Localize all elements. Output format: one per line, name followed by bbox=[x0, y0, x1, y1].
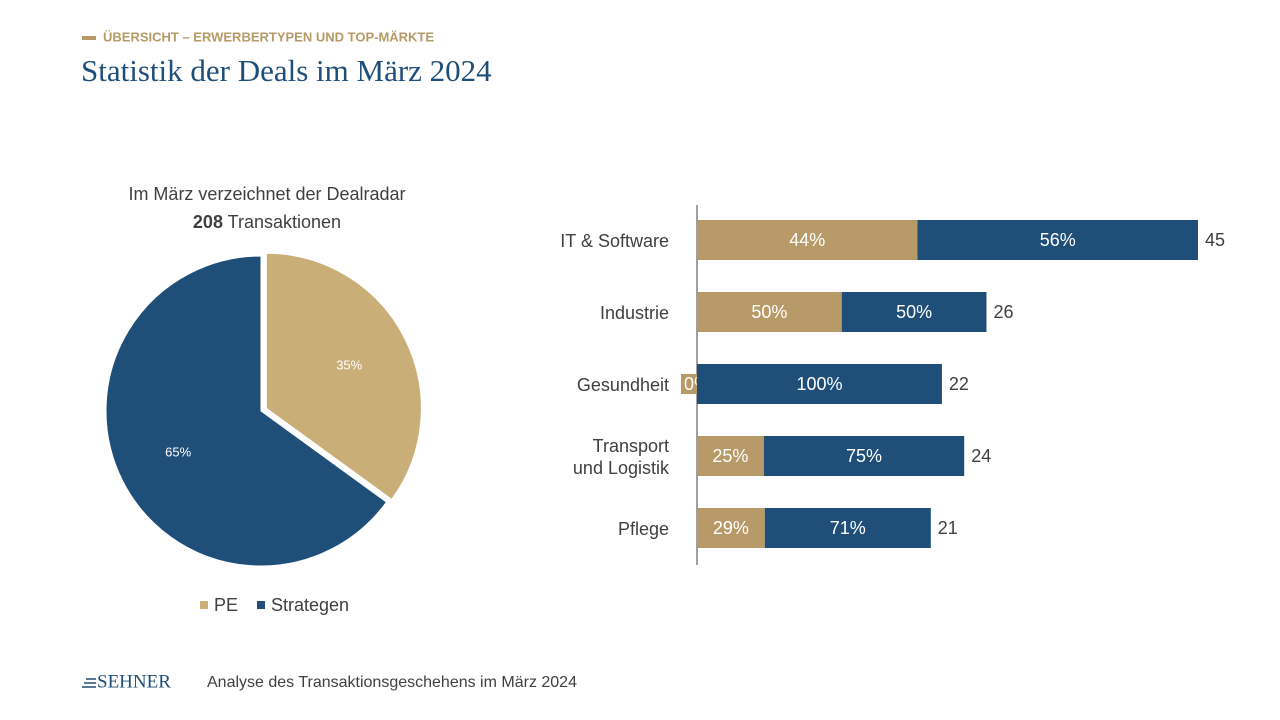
category-label: Transport und Logistik bbox=[572, 436, 669, 478]
slice-label: 65% bbox=[165, 445, 191, 460]
logo: SEHNER bbox=[97, 671, 171, 692]
slide-title: Statistik der Deals im März 2024 bbox=[81, 53, 492, 88]
total-label: 21 bbox=[938, 518, 958, 538]
segment-label: 56% bbox=[1040, 230, 1076, 250]
bar-segment bbox=[697, 364, 942, 404]
segment-label: 44% bbox=[789, 230, 825, 250]
segment-label: 25% bbox=[712, 446, 748, 466]
logo-lines bbox=[82, 678, 96, 688]
pie-subtitle: Im März verzeichnet der Dealradar bbox=[128, 184, 405, 204]
bar-segment bbox=[697, 220, 918, 260]
bar-segment bbox=[697, 508, 765, 548]
category-label: Industrie bbox=[599, 303, 669, 323]
total-label: 45 bbox=[1205, 230, 1225, 250]
segment-label: 71% bbox=[830, 518, 866, 538]
pie-slice bbox=[265, 252, 422, 501]
total-label: 26 bbox=[993, 302, 1013, 322]
deal-count-unit: Transaktionen bbox=[228, 212, 341, 232]
footer-text: Analyse des Transaktionsgeschehens im Mä… bbox=[207, 674, 577, 691]
bar-segment bbox=[841, 292, 987, 332]
legend-swatch bbox=[257, 601, 266, 609]
segment-label: 75% bbox=[846, 446, 882, 466]
deal-count: 208 bbox=[193, 212, 223, 232]
total-label: 24 bbox=[971, 446, 991, 466]
pie-subtitle: 208 Transaktionen bbox=[193, 212, 341, 232]
segment-label: 100% bbox=[796, 374, 842, 394]
legend-label: Strategen bbox=[271, 595, 349, 615]
bar-segment bbox=[764, 508, 931, 548]
segment-label: 29% bbox=[713, 518, 749, 538]
bar-segment bbox=[917, 220, 1198, 260]
category-label: Gesundheit bbox=[576, 375, 669, 395]
segment-label: 50% bbox=[751, 302, 787, 322]
pie-slice bbox=[105, 255, 388, 567]
slice-label: 35% bbox=[336, 357, 362, 372]
bar-segment bbox=[763, 436, 965, 476]
category-label: Pflege bbox=[617, 519, 669, 539]
segment-label: 50% bbox=[896, 302, 932, 322]
section-marker bbox=[82, 36, 96, 40]
legend-swatch bbox=[200, 601, 208, 609]
section-label: ÜBERSICHT – ERWERBERTYPEN UND TOP-MÄRKTE bbox=[103, 29, 434, 44]
bar-segment bbox=[697, 292, 842, 332]
legend-label: PE bbox=[214, 595, 238, 615]
category-label: IT & Software bbox=[560, 231, 669, 251]
total-label: 22 bbox=[949, 374, 969, 394]
bar-segment bbox=[697, 436, 764, 476]
